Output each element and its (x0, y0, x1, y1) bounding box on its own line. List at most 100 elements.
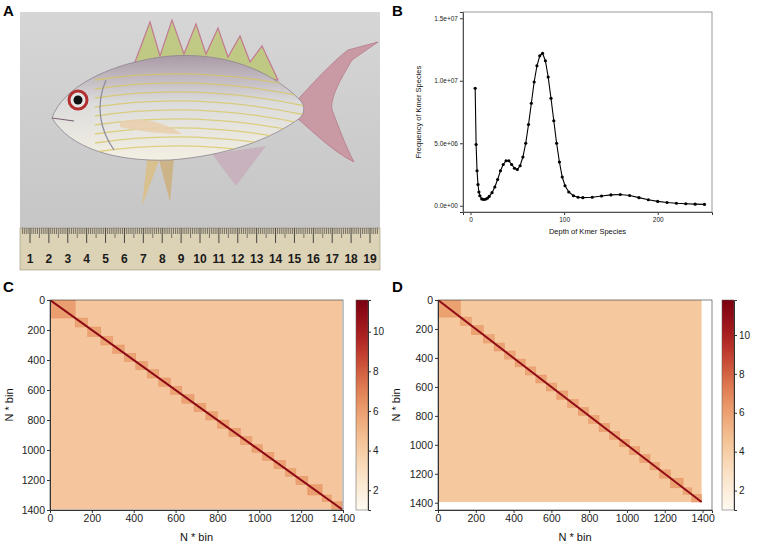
ruler-minor-tick (232, 228, 233, 234)
tick-label: 400 (415, 352, 433, 364)
ruler-minor-tick (353, 228, 354, 234)
tick-label: 600 (543, 512, 561, 524)
colorbar (356, 300, 368, 510)
tick-label: 600 (27, 384, 45, 396)
ruler-major-tick (143, 228, 144, 243)
tick-label: 0 (48, 512, 54, 524)
tick: 0 (48, 510, 54, 524)
ruler-minor-tick (196, 228, 197, 234)
tick-mark (435, 387, 438, 388)
tick-label: 1200 (22, 474, 46, 486)
data-point (549, 97, 552, 100)
ruler-major-tick (200, 228, 201, 243)
data-point (513, 167, 516, 170)
data-point (510, 163, 513, 166)
tick-mark (435, 416, 438, 417)
ruler-minor-tick (300, 228, 301, 234)
tick-label: 1400 (691, 512, 715, 524)
data-point (478, 194, 481, 197)
plot-area (438, 300, 702, 502)
tick-label: 1.5e+07 (434, 15, 458, 22)
ruler-minor-tick (101, 228, 102, 234)
tick-label: 1000 (616, 512, 640, 524)
ruler-minor-tick (239, 228, 240, 234)
ruler-minor-tick (33, 228, 34, 234)
ruler-major-tick (105, 228, 106, 243)
ruler-minor-tick (60, 228, 61, 234)
ruler-minor-tick (252, 228, 253, 234)
heatmap-background (50, 300, 342, 509)
ruler-minor-tick (152, 228, 153, 238)
stripe (95, 101, 305, 115)
tick: 800 (27, 414, 50, 426)
ruler-minor-tick (45, 228, 46, 234)
ruler-minor-tick (177, 228, 178, 234)
tick: 600 (415, 381, 438, 393)
axis: 0.0e+005.0e+061.0e+071.5e+07 (434, 13, 463, 213)
data-point (530, 102, 533, 105)
ruler-minor-tick (336, 228, 337, 234)
data-point (656, 200, 659, 203)
tick-label: 8 (739, 369, 745, 380)
data-point (684, 202, 687, 205)
axis-line (369, 301, 372, 511)
data-point (647, 198, 650, 201)
ruler-minor-tick (88, 228, 89, 234)
ruler-minor-tick (69, 228, 70, 234)
ruler-minor-tick (207, 228, 208, 234)
ruler-minor-tick (215, 228, 216, 234)
tick: 1.0e+07 (434, 77, 463, 84)
ruler-minor-tick (81, 228, 82, 234)
ruler-major-tick (218, 228, 219, 243)
ruler-minor-tick (39, 228, 40, 238)
ruler-minor-tick (111, 228, 112, 234)
ruler-minor-tick (122, 228, 123, 234)
data-point (516, 168, 519, 171)
data-point (665, 201, 668, 204)
data-point (538, 54, 541, 57)
tick-label: 1200 (290, 512, 314, 524)
ruler-minor-tick (188, 228, 189, 234)
ruler-minor-tick (303, 228, 304, 238)
ruler-minor-tick (222, 228, 223, 234)
ruler-minor-tick (281, 228, 282, 234)
tick: 1400 (22, 504, 50, 516)
plot-frame (463, 12, 712, 212)
data-point (499, 169, 502, 172)
ruler-minor-tick (328, 228, 329, 234)
ruler-minor-tick (183, 228, 184, 234)
ruler-minor-tick (234, 228, 235, 234)
ruler-minor-tick (137, 228, 138, 234)
data-point (581, 196, 584, 199)
ruler-minor-tick (286, 228, 287, 234)
tick-mark (368, 371, 371, 372)
ruler-minor-tick (75, 228, 76, 234)
ruler-minor-tick (28, 228, 29, 234)
ruler-minor-tick (65, 228, 66, 234)
tick-mark (734, 491, 737, 492)
ruler-minor-tick (341, 228, 342, 238)
data-point (488, 195, 491, 198)
colorbar (722, 300, 734, 510)
tick-label: 200 (415, 323, 433, 335)
ruler-minor-tick (73, 228, 74, 234)
tick: 400 (505, 510, 523, 524)
figure: A12345678910111213141516171819B01002000.… (0, 0, 760, 549)
tick-mark (460, 143, 463, 144)
tick-label: 1200 (410, 468, 434, 480)
ruler-minor-tick (58, 228, 59, 238)
ruler-minor-tick (120, 228, 121, 234)
tick-mark (734, 374, 737, 375)
ruler-minor-tick (128, 228, 129, 234)
data-point (533, 80, 536, 83)
tick: 1.5e+07 (434, 15, 463, 22)
ruler-minor-tick (288, 228, 289, 234)
plot-frame (438, 300, 712, 510)
tick-mark (47, 420, 50, 421)
tick: 100 (559, 212, 570, 223)
tick-label: 600 (167, 512, 185, 524)
ruler-minor-tick (277, 228, 278, 234)
data-point (637, 196, 640, 199)
ruler-minor-tick (171, 228, 172, 238)
tick: 800 (415, 410, 438, 422)
